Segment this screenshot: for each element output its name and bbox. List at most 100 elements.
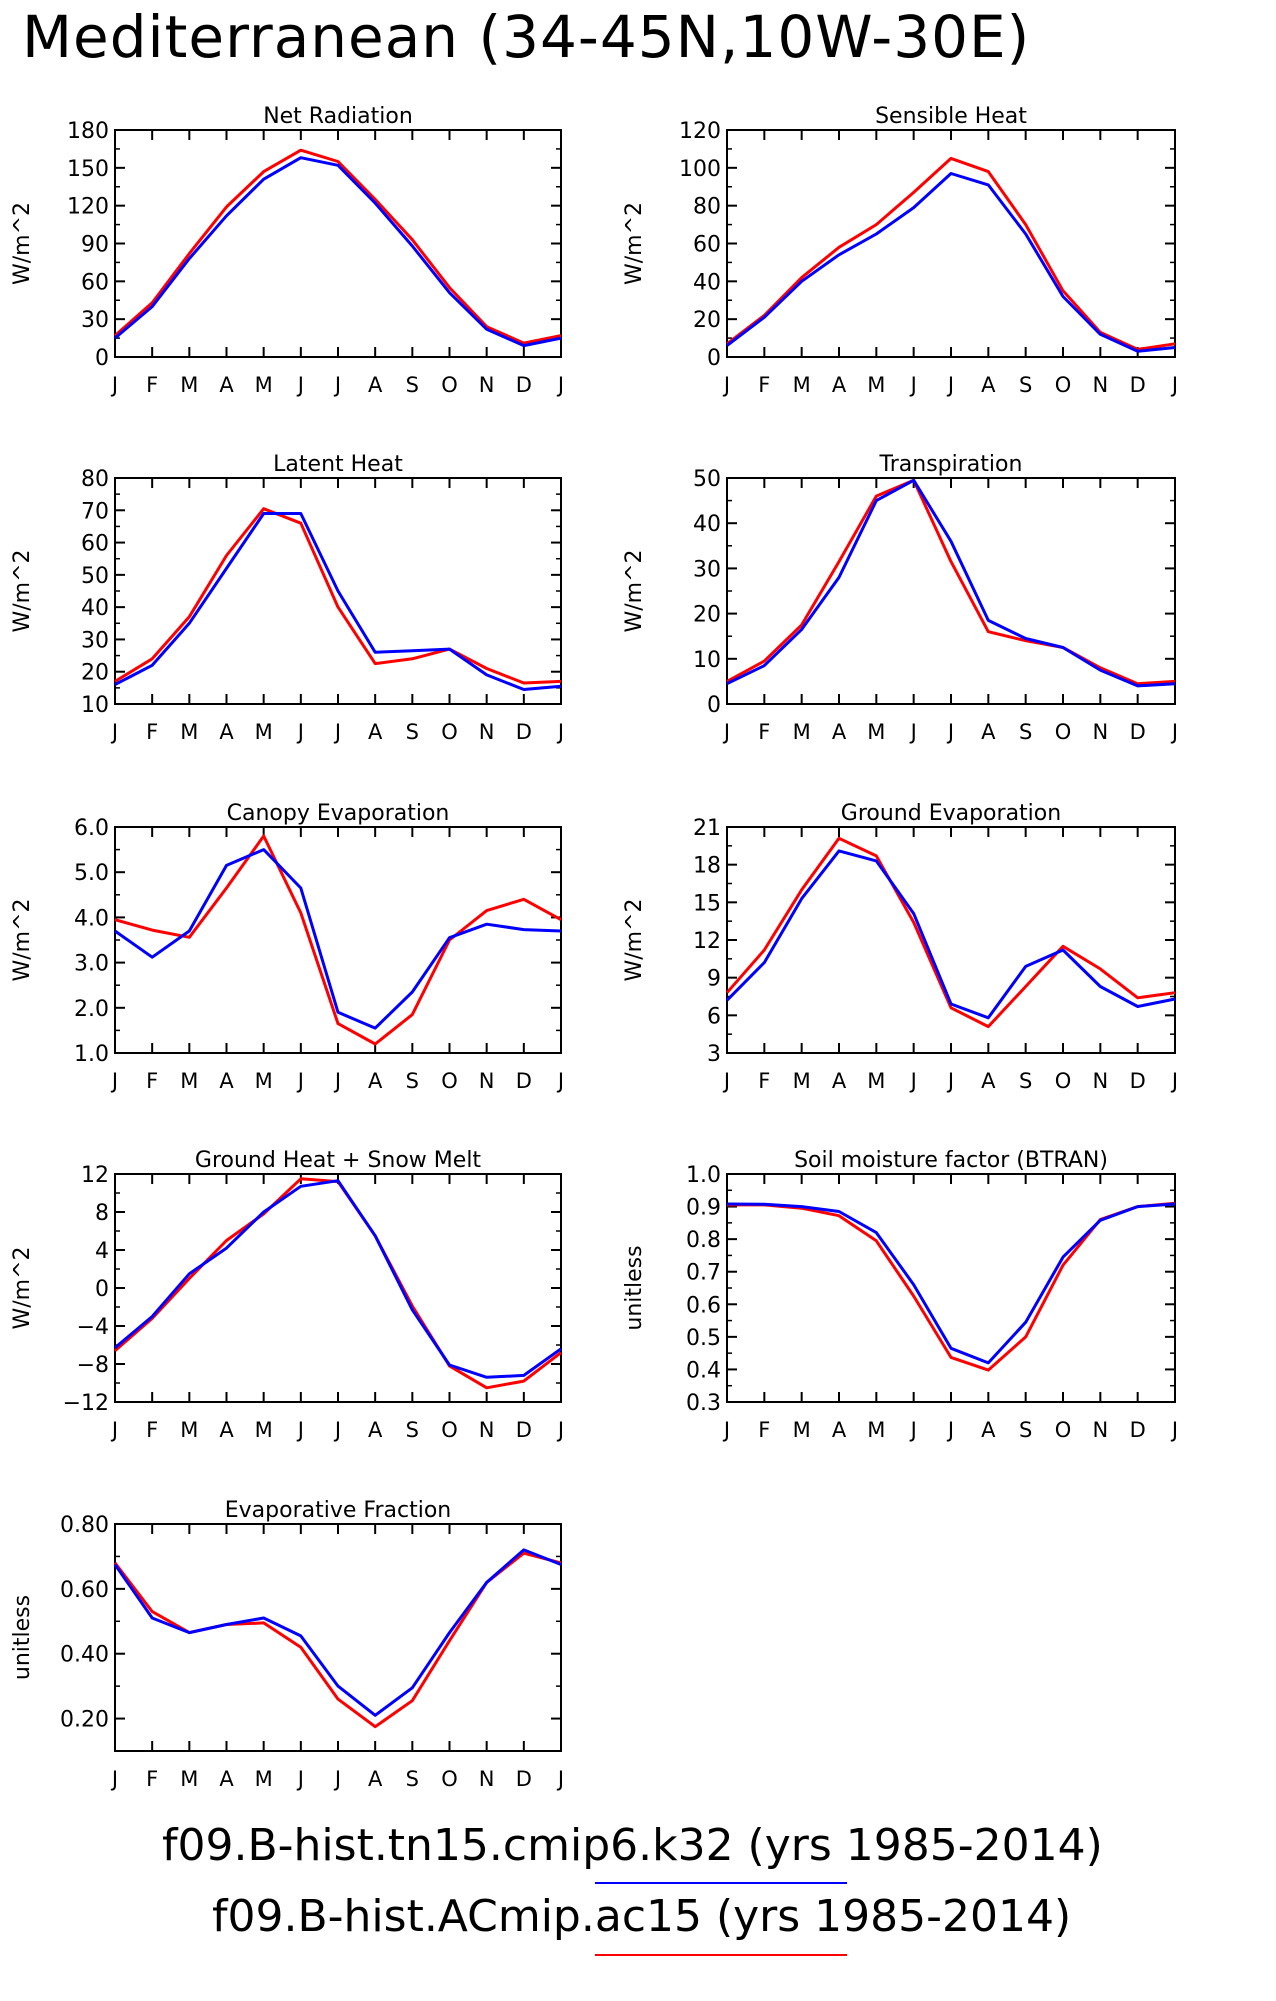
chart-ground-heat-snow-melt: Ground Heat + Snow Melt W/m^2 −12 −8 −4 0 4 8 12… xyxy=(10,1148,564,1442)
series-line-red-ground-evaporation xyxy=(725,836,1176,1029)
x-tick-label: M xyxy=(867,373,885,397)
x-tick-label: M xyxy=(180,1418,198,1442)
chart-title-net-radiation: Net Radiation xyxy=(263,104,413,129)
y-tick-label: 0 xyxy=(95,1277,109,1302)
y-tick-label: 1.0 xyxy=(74,1042,109,1067)
x-tick-label: A xyxy=(832,1069,847,1093)
chart-title-ground-evaporation: Ground Evaporation xyxy=(841,801,1061,826)
y-tick-label: 0.8 xyxy=(686,1228,721,1253)
y-tick-label: 90 xyxy=(81,233,109,258)
x-tick-label: M xyxy=(793,1069,811,1093)
x-tick-label: S xyxy=(406,720,419,744)
y-axis-label-transpiration: W/m^2 xyxy=(622,549,647,632)
x-tick-label: J xyxy=(333,1767,341,1791)
series-line-blue-canopy-evaporation xyxy=(114,848,562,1030)
x-tick-label: N xyxy=(1092,1418,1108,1442)
x-tick-label: S xyxy=(406,373,419,397)
y-tick-label: 30 xyxy=(81,308,109,333)
x-tick-label: J xyxy=(110,1767,118,1791)
x-tick-label: F xyxy=(146,1418,158,1442)
x-tick-label: J xyxy=(333,1418,341,1442)
x-tick-label: S xyxy=(1019,373,1032,397)
x-tick-label: N xyxy=(479,1418,495,1442)
x-tick-label: S xyxy=(406,1418,419,1442)
y-tick-label: −8 xyxy=(77,1353,109,1378)
y-tick-label: 9 xyxy=(707,967,721,992)
x-tick-label: O xyxy=(441,1767,458,1791)
x-tick-label: J xyxy=(722,720,730,744)
x-tick-label: S xyxy=(1019,720,1032,744)
y-axis-label-evaporative-fraction: unitless xyxy=(10,1595,35,1680)
y-tick-label: 18 xyxy=(693,854,721,879)
x-tick-label: M xyxy=(180,720,198,744)
x-tick-label: A xyxy=(219,1418,234,1442)
x-tick-label: O xyxy=(1055,373,1072,397)
x-tick-label: M xyxy=(793,373,811,397)
chart-title-ground-heat-snow-melt: Ground Heat + Snow Melt xyxy=(195,1148,482,1173)
y-tick-label: 70 xyxy=(81,499,109,524)
x-tick-label: S xyxy=(1019,1418,1032,1442)
x-tick-label: J xyxy=(556,720,564,744)
x-tick-label: A xyxy=(981,1069,996,1093)
x-tick-label: J xyxy=(909,1069,917,1093)
x-tick-label: J xyxy=(1170,373,1178,397)
series-line-red-latent-heat xyxy=(114,507,562,685)
y-tick-label: 50 xyxy=(81,564,109,589)
x-tick-label: J xyxy=(556,373,564,397)
x-tick-label: D xyxy=(516,1069,532,1093)
series-line-blue-transpiration xyxy=(726,478,1176,688)
x-tick-label: S xyxy=(406,1069,419,1093)
x-tick-label: A xyxy=(981,720,996,744)
y-tick-label: 4.0 xyxy=(74,906,109,931)
x-tick-label: J xyxy=(333,1069,341,1093)
y-tick-label: 0.5 xyxy=(686,1326,721,1351)
x-tick-label: J xyxy=(110,720,118,744)
x-tick-label: F xyxy=(758,1418,770,1442)
x-tick-label: A xyxy=(368,1418,383,1442)
y-tick-label: 0 xyxy=(707,346,721,371)
y-tick-label: 10 xyxy=(81,693,109,718)
x-tick-label: A xyxy=(368,1767,383,1791)
x-tick-label: M xyxy=(180,373,198,397)
x-tick-label: D xyxy=(516,1418,532,1442)
x-tick-label: A xyxy=(368,373,383,397)
y-tick-label: 0.3 xyxy=(686,1391,721,1416)
y-tick-label: 60 xyxy=(81,270,109,295)
x-tick-label: N xyxy=(1092,373,1108,397)
x-tick-label: N xyxy=(479,720,495,744)
x-tick-label: O xyxy=(1055,720,1072,744)
y-tick-label: 150 xyxy=(67,157,109,182)
chart-soil-moisture-factor-btran: Soil moisture factor (BTRAN) unitless 0.3 0… xyxy=(622,1148,1178,1442)
x-tick-label: J xyxy=(1170,1069,1178,1093)
x-tick-label: J xyxy=(722,373,730,397)
x-tick-label: J xyxy=(909,373,917,397)
x-tick-label: J xyxy=(946,373,954,397)
x-tick-label: J xyxy=(722,1418,730,1442)
x-tick-label: M xyxy=(793,720,811,744)
series-line-red-net-radiation xyxy=(114,148,562,345)
y-tick-label: 6.0 xyxy=(74,816,109,841)
x-tick-label: J xyxy=(1170,720,1178,744)
y-tick-label: 0 xyxy=(95,346,109,371)
legend-line-blue xyxy=(595,1882,847,1884)
x-tick-label: A xyxy=(219,373,234,397)
y-tick-label: 0.7 xyxy=(686,1261,721,1286)
x-tick-label: J xyxy=(333,373,341,397)
figure-title: Mediterranean (34-45N,10W-30E) xyxy=(22,3,1031,71)
x-tick-label: O xyxy=(441,373,458,397)
y-tick-label: 40 xyxy=(693,270,721,295)
plot-frame-ground-evaporation xyxy=(726,826,1176,1054)
y-tick-label: 6 xyxy=(707,1004,721,1029)
y-tick-label: 40 xyxy=(81,596,109,621)
y-tick-label: 0.60 xyxy=(60,1578,109,1603)
x-tick-label: F xyxy=(146,720,158,744)
y-tick-label: 8 xyxy=(95,1201,109,1226)
y-tick-label: 4 xyxy=(95,1239,109,1264)
x-tick-label: M xyxy=(255,1418,273,1442)
y-axis-label-soil-moisture-factor-btran: unitless xyxy=(622,1245,647,1330)
x-tick-label: J xyxy=(296,373,304,397)
x-tick-label: O xyxy=(441,1069,458,1093)
x-tick-label: S xyxy=(406,1767,419,1791)
